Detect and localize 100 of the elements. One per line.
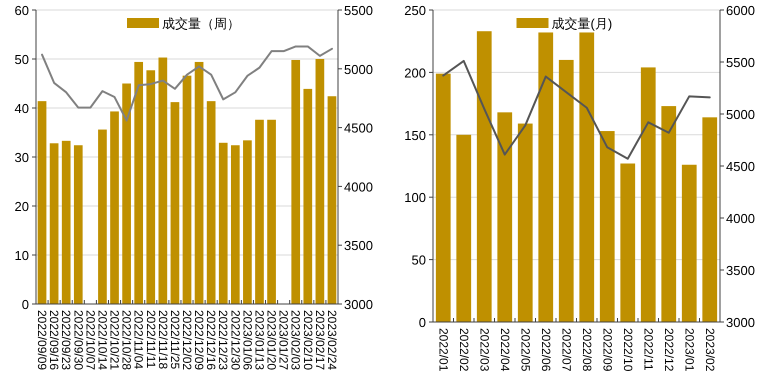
x-tick-label: 2022/11/18 — [156, 310, 170, 370]
x-tick-label: 2022/09/16 — [47, 310, 62, 370]
x-tick-label: 2022/10/28 — [120, 310, 134, 370]
y2-tick-label: 4000 — [726, 211, 755, 226]
x-tick-label: 2022/11/11 — [144, 310, 158, 369]
x-tick-label: 2022/03 — [477, 328, 492, 372]
bar — [476, 31, 492, 322]
x-tick-label: 2022/09/23 — [59, 310, 74, 370]
x-tick-label: 2022/05 — [518, 328, 532, 372]
bar — [38, 101, 46, 304]
x-tick-label: 2022/10/14 — [95, 310, 110, 370]
bar — [218, 142, 228, 304]
bar — [538, 32, 554, 322]
bar — [303, 88, 312, 304]
bar — [682, 164, 697, 322]
bar — [497, 112, 512, 322]
bar — [206, 101, 216, 304]
y-tick-label: 150 — [404, 128, 426, 143]
x-tick-label: 2022/10/07 — [83, 310, 98, 370]
bar — [194, 62, 204, 304]
bar — [661, 106, 676, 322]
y2-tick-label: 5500 — [344, 3, 373, 18]
x-tick-label: 2023/02/24 — [324, 310, 339, 370]
line-series — [442, 60, 711, 160]
x-tick-label: 2022/08 — [580, 328, 594, 372]
y2-tick-label: 5500 — [726, 55, 755, 70]
x-tick-label: 2022/07 — [559, 328, 574, 372]
bar — [134, 62, 144, 304]
bar — [640, 67, 656, 322]
x-tick-label: 2022/11 — [641, 328, 656, 371]
x-tick-label: 2022/10/21 — [108, 310, 122, 370]
bar — [456, 134, 472, 322]
y-tick-label: 50 — [412, 252, 426, 268]
bar — [98, 130, 107, 304]
bar — [230, 145, 240, 304]
x-tick-label: 2023/01/13 — [252, 310, 266, 370]
x-tick-label: 2023/02/10 — [300, 310, 315, 370]
x-tick-label: 2022/09 — [600, 328, 614, 372]
y2-tick-label: 6000 — [726, 3, 755, 18]
x-tick-label: 2022/12/16 — [204, 310, 218, 370]
y-tick-label: 10 — [14, 248, 29, 263]
x-tick-label: 2022/01 — [436, 328, 450, 372]
bar — [579, 32, 594, 322]
x-tick-label: 2022/09/30 — [71, 310, 86, 370]
bar — [558, 60, 574, 322]
bar — [110, 111, 119, 304]
x-tick-label: 2022/09/09 — [35, 310, 50, 370]
y2-tick-label: 5000 — [344, 62, 373, 77]
x-tick-label: 2022/06 — [538, 328, 553, 372]
bar — [62, 140, 71, 304]
legend-label: 成交量(月) — [552, 16, 612, 31]
x-tick-label: 2022/11/25 — [168, 310, 182, 370]
bar — [267, 120, 276, 304]
x-tick-label: 2023/01/20 — [264, 310, 279, 370]
bar — [518, 124, 533, 322]
x-tick-label: 2023/01/27 — [276, 310, 291, 370]
y2-tick-label: 4000 — [344, 179, 373, 194]
x-tick-label: 2022/12/02 — [180, 310, 194, 370]
y-tick-label: 0 — [22, 297, 29, 312]
x-tick-label: 2022/12/09 — [192, 310, 206, 370]
bar — [436, 74, 451, 322]
x-tick-label: 2023/02/03 — [288, 310, 303, 370]
x-tick-label: 2023/01 — [682, 328, 696, 372]
bar — [255, 120, 264, 304]
bar — [702, 117, 718, 322]
legend-label: 成交量（周） — [162, 16, 240, 31]
line-series — [41, 45, 333, 122]
y-tick-label: 200 — [404, 65, 426, 80]
bar — [74, 145, 83, 304]
bar — [600, 131, 615, 322]
x-tick-label: 2022/12 — [662, 328, 676, 372]
y-tick-label: 250 — [404, 3, 426, 18]
y-tick-label: 20 — [14, 199, 29, 214]
x-tick-label: 2022/04 — [498, 328, 512, 372]
y2-tick-label: 3500 — [344, 238, 373, 254]
y2-tick-label: 5000 — [726, 107, 755, 122]
y-tick-label: 0 — [418, 315, 426, 330]
bar — [170, 102, 180, 304]
y2-tick-label: 4500 — [726, 159, 755, 174]
bar — [291, 60, 300, 304]
y-tick-label: 50 — [14, 52, 29, 67]
y-tick-label: 60 — [14, 3, 29, 18]
y2-tick-label: 3000 — [726, 315, 755, 330]
y2-tick-label: 4500 — [344, 120, 373, 136]
bar — [620, 164, 636, 322]
bar — [146, 70, 156, 304]
bar — [50, 143, 58, 304]
x-tick-label: 2023/02 — [702, 328, 717, 372]
y-tick-label: 30 — [14, 150, 29, 165]
y-tick-label: 40 — [14, 101, 29, 116]
y-tick-label: 100 — [404, 190, 426, 206]
x-tick-label: 2022/02 — [456, 328, 471, 372]
y2-tick-label: 3000 — [344, 297, 373, 312]
x-tick-label: 2023/02/17 — [312, 310, 327, 370]
bar — [243, 140, 252, 304]
x-tick-label: 2022/12/23 — [216, 310, 230, 370]
x-tick-label: 2022/11/04 — [132, 310, 146, 370]
bar — [122, 84, 131, 304]
y2-tick-label: 3500 — [726, 263, 755, 278]
bar — [158, 58, 168, 304]
